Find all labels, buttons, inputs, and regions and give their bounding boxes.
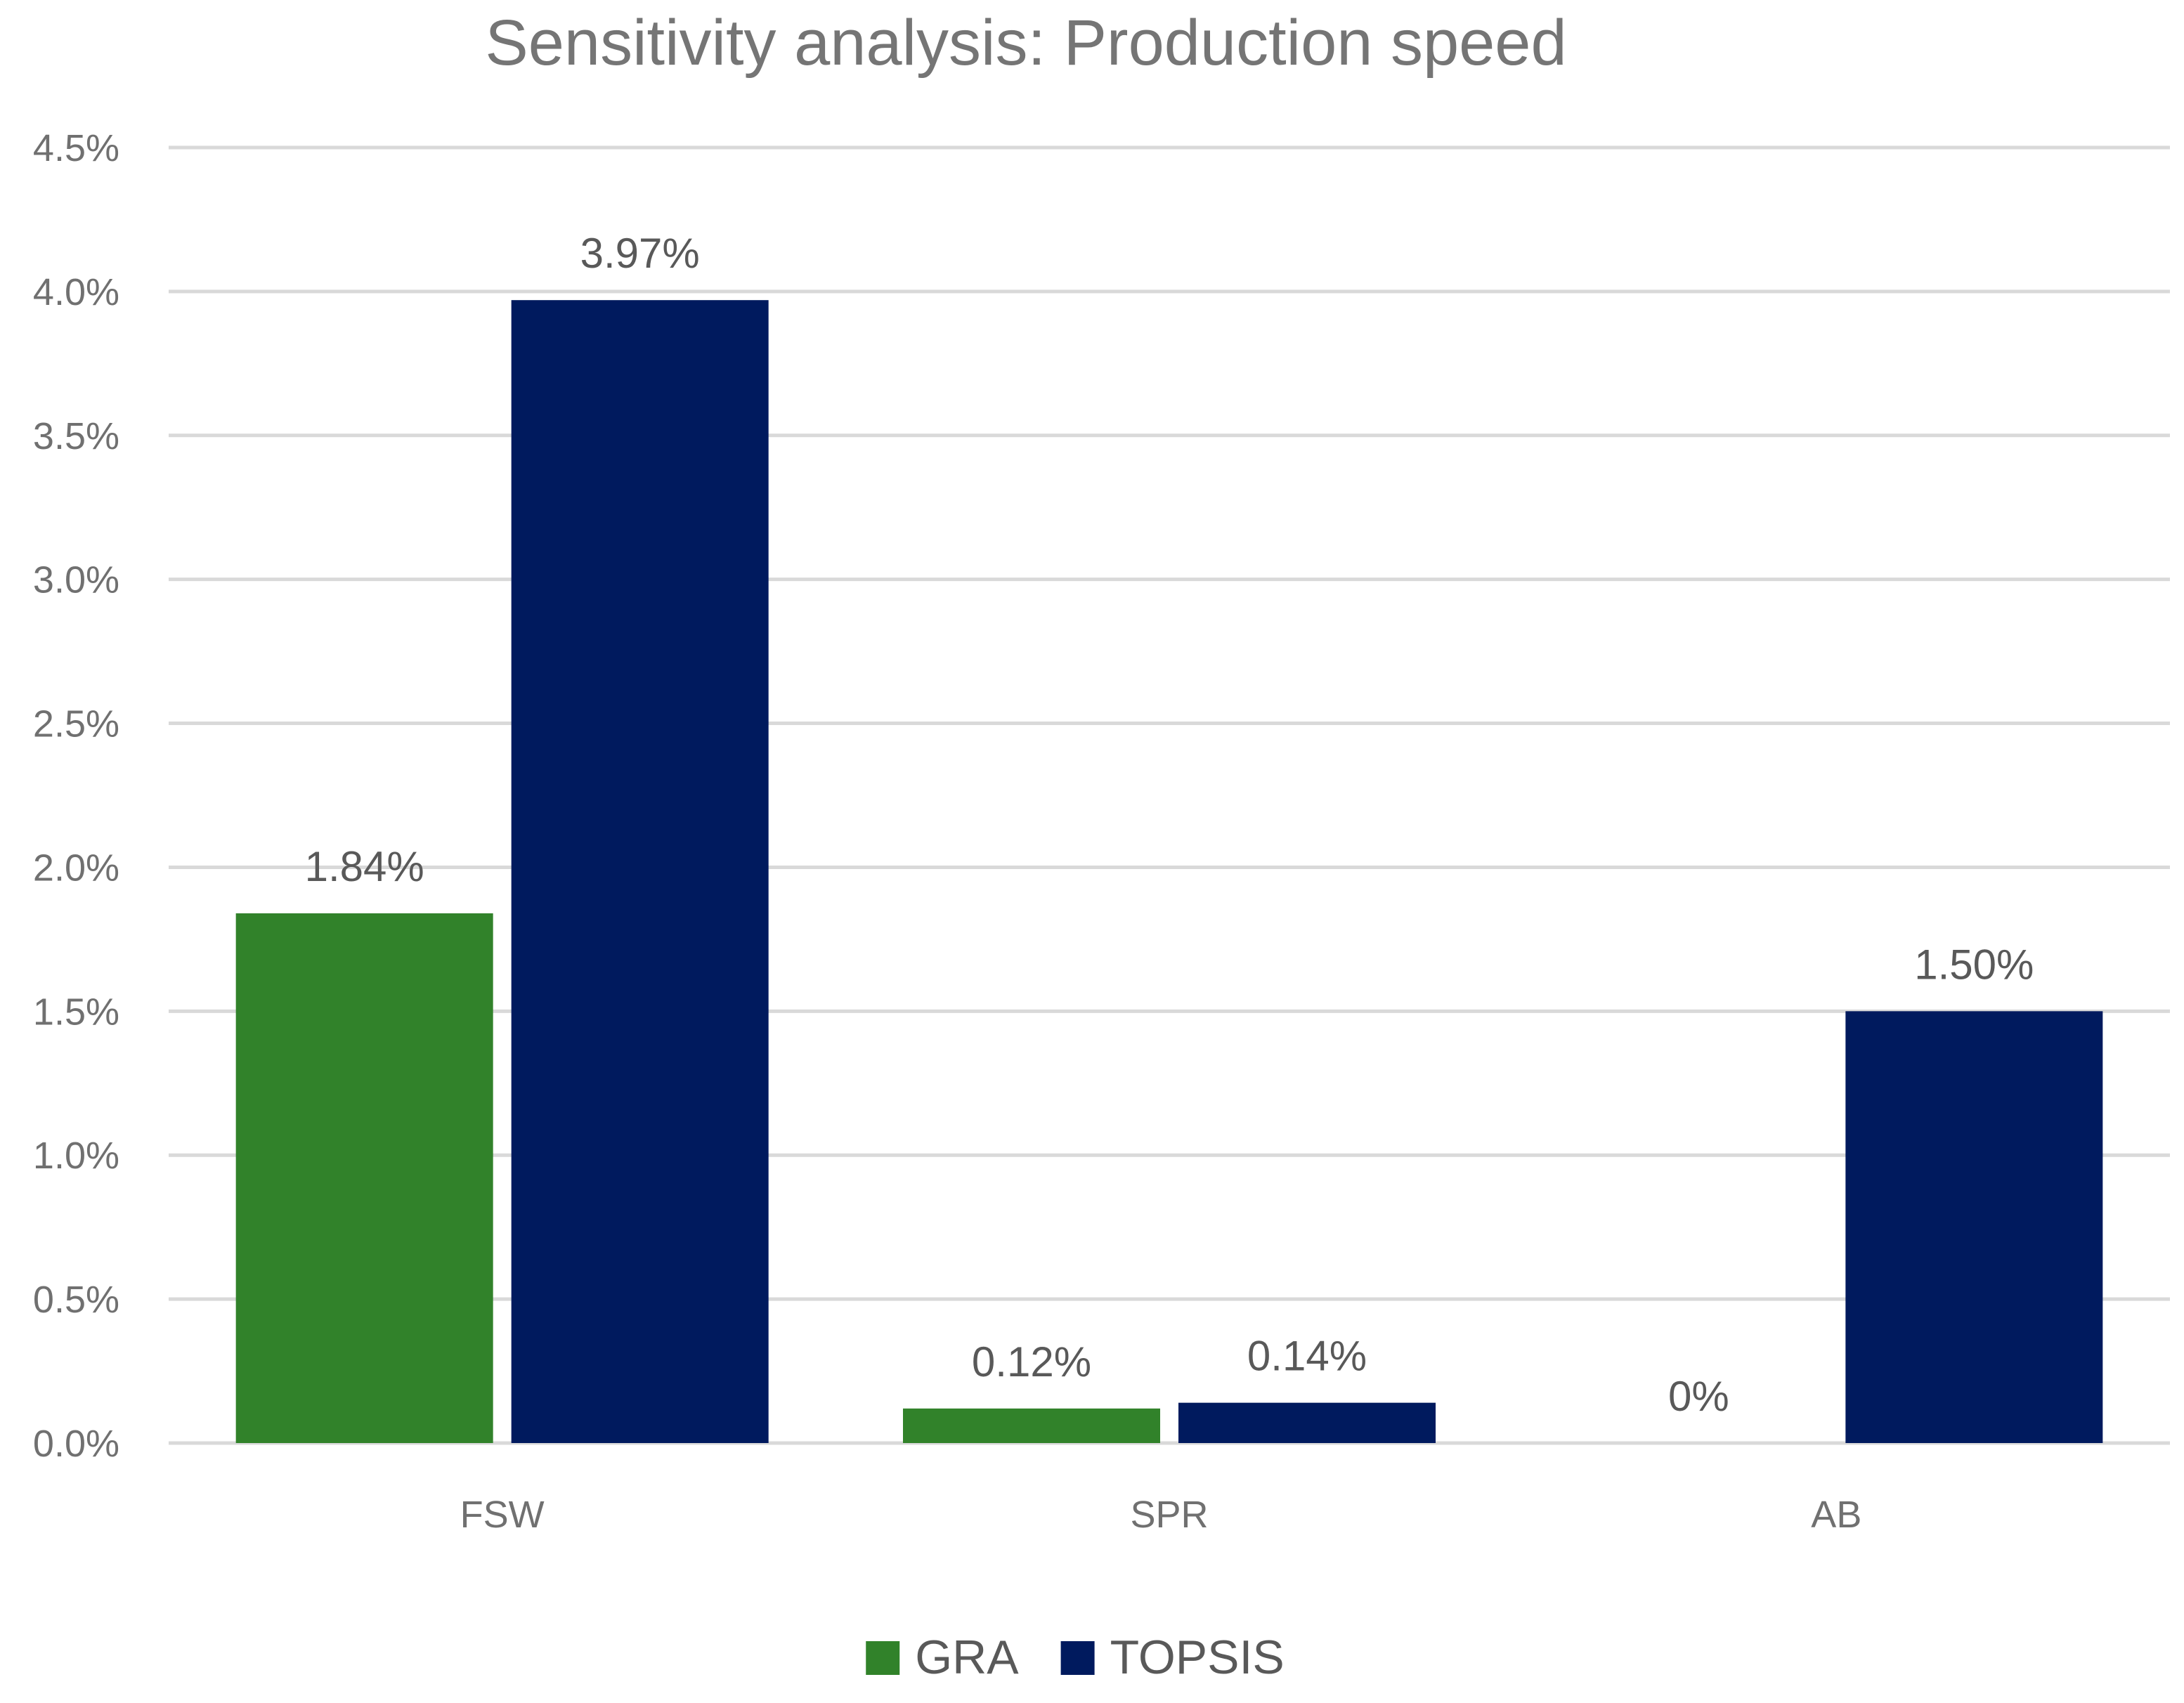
legend-swatch-topsis: [1060, 1641, 1095, 1675]
bar-gra-fsw: [235, 913, 493, 1443]
bars: [235, 300, 2103, 1443]
y-tick-label-1-5: 1.5%: [33, 991, 119, 1033]
y-tick-label-0-0: 0.0%: [33, 1423, 119, 1465]
legend-swatch-gra: [866, 1641, 900, 1675]
chart-title: Sensitivity analysis: Production speed: [485, 7, 1566, 79]
bar-topsis-fsw: [511, 300, 769, 1443]
legend-label-topsis: TOPSIS: [1110, 1631, 1285, 1684]
bar-topsis-ab: [1845, 1011, 2103, 1443]
data-label-topsis-ab: 1.50%: [1914, 941, 2034, 988]
y-tick-label-3-5: 3.5%: [33, 415, 119, 457]
x-category-label-ab: AB: [1811, 1494, 1861, 1536]
data-labels: 1.84% 3.97% 0.12% 0.14% 0% 1.50%: [305, 230, 2034, 1420]
y-tick-label-4-0: 4.0%: [33, 271, 119, 313]
data-label-gra-fsw: 1.84%: [305, 843, 424, 890]
x-category-label-spr: SPR: [1130, 1494, 1208, 1536]
bar-topsis-spr: [1178, 1402, 1436, 1443]
y-tick-label-4-5: 4.5%: [33, 127, 119, 169]
y-tick-label-0-5: 0.5%: [33, 1279, 119, 1321]
gridlines: [169, 145, 2170, 1445]
data-label-topsis-fsw: 3.97%: [580, 230, 700, 277]
bar-gra-spr: [903, 1408, 1160, 1443]
legend: GRA TOPSIS: [866, 1631, 1285, 1684]
y-axis-tick-labels: 0.0% 0.5% 1.0% 1.5% 2.0% 2.5% 3.0% 3.5% 4.0% 4.5%: [33, 127, 119, 1465]
y-tick-label-3-0: 3.0%: [33, 559, 119, 601]
x-axis-category-labels: FSW SPR AB: [460, 1494, 1862, 1536]
data-label-gra-spr: 0.12%: [972, 1338, 1091, 1385]
x-category-label-fsw: FSW: [460, 1494, 545, 1536]
data-label-topsis-spr: 0.14%: [1247, 1333, 1367, 1380]
y-tick-label-2-0: 2.0%: [33, 847, 119, 889]
y-tick-label-2-5: 2.5%: [33, 703, 119, 745]
legend-label-gra: GRA: [915, 1631, 1019, 1684]
data-label-gra-ab: 0%: [1668, 1373, 1729, 1420]
y-tick-label-1-0: 1.0%: [33, 1135, 119, 1177]
